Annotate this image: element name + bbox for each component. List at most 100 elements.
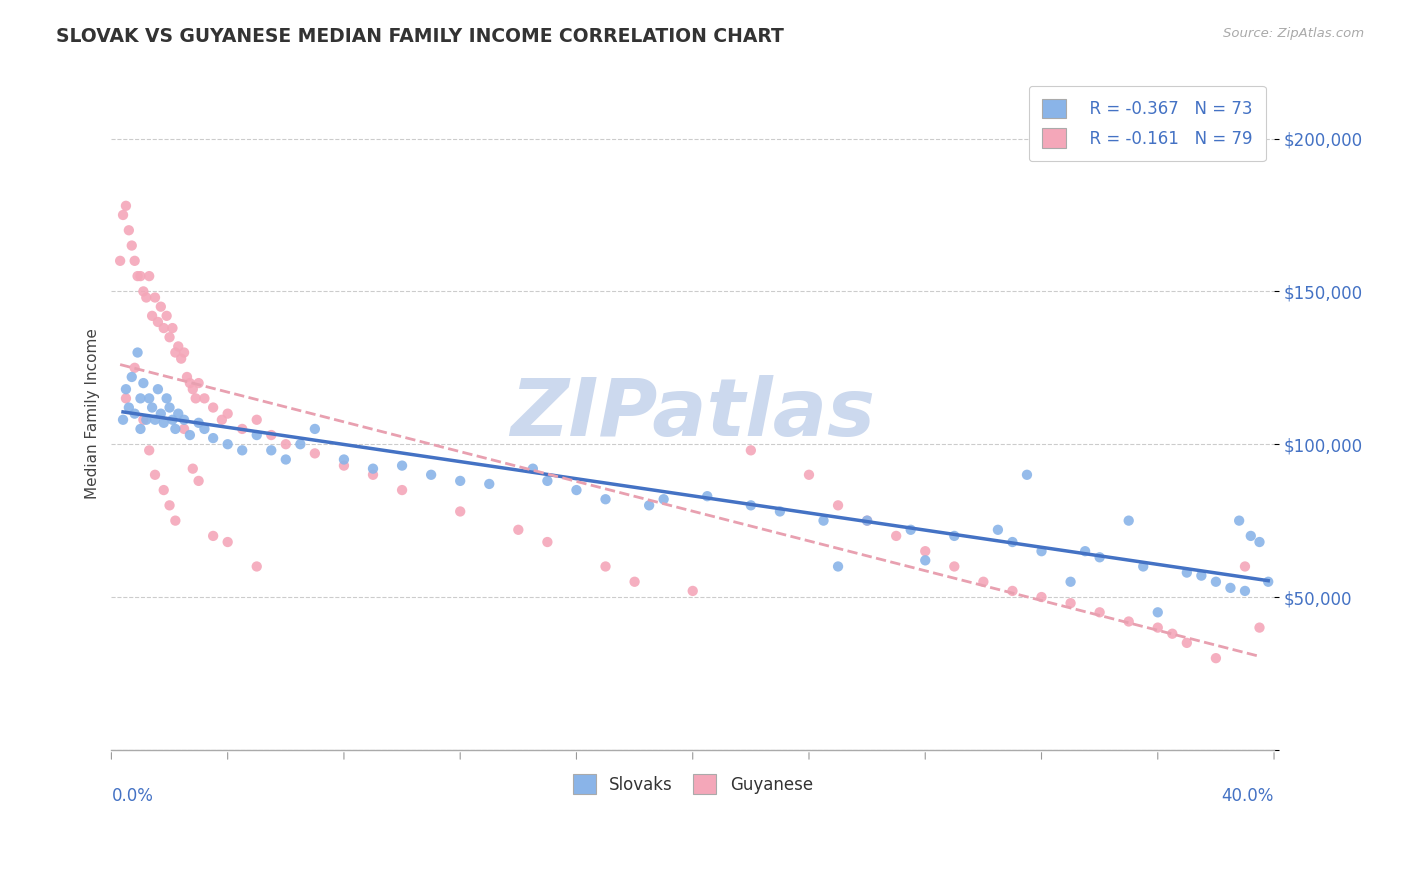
Point [1146, 621, 1168, 635]
Point [165, 514, 187, 528]
Point [121, 238, 143, 252]
Point [162, 413, 184, 427]
Point [152, 321, 174, 335]
Point [449, 504, 471, 518]
Point [173, 413, 195, 427]
Point [1088, 550, 1111, 565]
Point [165, 422, 187, 436]
Point [118, 401, 141, 415]
Point [1219, 581, 1241, 595]
Point [333, 452, 356, 467]
Point [522, 461, 544, 475]
Legend: Slovaks, Guyanese: Slovaks, Guyanese [564, 766, 821, 802]
Point [972, 574, 994, 589]
Point [1189, 568, 1212, 582]
Point [1031, 590, 1053, 604]
Point [159, 499, 181, 513]
Point [124, 253, 146, 268]
Point [115, 199, 138, 213]
Point [231, 443, 253, 458]
Point [1015, 467, 1038, 482]
Point [246, 428, 269, 442]
Point [108, 253, 131, 268]
Point [391, 458, 413, 473]
Point [135, 413, 157, 427]
Point [1175, 566, 1198, 580]
Point [508, 523, 530, 537]
Point [1233, 583, 1256, 598]
Point [361, 467, 384, 482]
Point [420, 467, 443, 482]
Point [304, 422, 326, 436]
Point [187, 376, 209, 390]
Point [121, 370, 143, 384]
Point [304, 446, 326, 460]
Point [1059, 574, 1081, 589]
Point [797, 467, 820, 482]
Point [149, 407, 172, 421]
Point [143, 291, 166, 305]
Point [162, 321, 184, 335]
Point [146, 315, 169, 329]
Point [1001, 583, 1024, 598]
Point [827, 559, 849, 574]
Point [1088, 605, 1111, 619]
Point [202, 529, 225, 543]
Point [900, 523, 922, 537]
Point [217, 407, 239, 421]
Point [536, 474, 558, 488]
Point [595, 559, 617, 574]
Point [638, 499, 661, 513]
Point [211, 413, 233, 427]
Point [159, 401, 181, 415]
Point [1161, 626, 1184, 640]
Point [827, 499, 849, 513]
Point [156, 392, 179, 406]
Point [856, 514, 879, 528]
Point [1146, 605, 1168, 619]
Point [740, 499, 762, 513]
Point [143, 467, 166, 482]
Point [274, 437, 297, 451]
Point [391, 483, 413, 497]
Point [132, 285, 155, 299]
Point [1118, 514, 1140, 528]
Point [115, 382, 138, 396]
Point [149, 300, 172, 314]
Point [141, 401, 163, 415]
Point [187, 416, 209, 430]
Point [856, 514, 879, 528]
Point [1233, 559, 1256, 574]
Point [138, 392, 160, 406]
Point [165, 345, 187, 359]
Point [260, 443, 283, 458]
Point [112, 413, 135, 427]
Point [152, 483, 174, 497]
Point [478, 477, 501, 491]
Point [1074, 544, 1097, 558]
Point [115, 392, 138, 406]
Point [124, 360, 146, 375]
Point [333, 458, 356, 473]
Point [536, 535, 558, 549]
Point [118, 223, 141, 237]
Point [1118, 615, 1140, 629]
Point [129, 269, 152, 284]
Point [181, 382, 204, 396]
Point [231, 422, 253, 436]
Point [943, 529, 966, 543]
Text: Source: ZipAtlas.com: Source: ZipAtlas.com [1223, 27, 1364, 40]
Point [141, 309, 163, 323]
Text: ZIPatlas: ZIPatlas [510, 375, 875, 452]
Point [1249, 535, 1271, 549]
Point [1059, 596, 1081, 610]
Point [813, 514, 835, 528]
Point [132, 413, 155, 427]
Point [187, 474, 209, 488]
Point [769, 504, 792, 518]
Point [696, 489, 718, 503]
Point [260, 428, 283, 442]
Point [184, 392, 207, 406]
Point [193, 392, 215, 406]
Point [246, 413, 269, 427]
